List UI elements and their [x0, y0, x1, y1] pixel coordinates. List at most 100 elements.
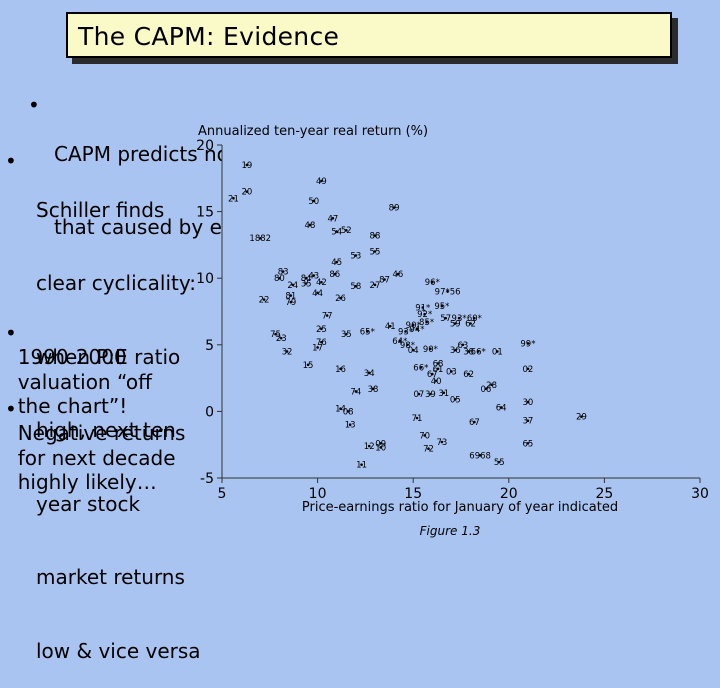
bullet-line: 1990-2000 [17, 345, 127, 369]
data-point [320, 327, 323, 331]
data-point [354, 284, 358, 288]
point-label: 31 [438, 389, 449, 399]
chart-title: Annualized ten-year real return (%) [198, 124, 428, 139]
point-label: 45 [331, 258, 342, 268]
point-label: 74 [350, 387, 361, 397]
data-point [429, 347, 432, 351]
point-label: 72 [423, 445, 434, 455]
data-point [232, 196, 235, 200]
data-point [333, 272, 337, 276]
point-label: 76 [316, 338, 327, 348]
point-label: 27 [370, 281, 381, 291]
plot-area [222, 145, 700, 478]
point-label: 50 [308, 197, 319, 207]
data-point [274, 332, 277, 336]
point-label: 38 [463, 347, 474, 357]
point-label: 55 [370, 248, 381, 258]
point-label: 66* [413, 363, 428, 373]
point-label: 85* [419, 318, 434, 328]
point-label: 12 [364, 442, 375, 452]
data-point [490, 383, 493, 387]
point-label: 92* [417, 310, 432, 320]
point-label: 24 [287, 281, 298, 291]
y-tick-label: 5 [205, 338, 214, 354]
point-label: 25 [316, 325, 327, 335]
point-label: 10 [375, 443, 386, 453]
data-point [325, 314, 329, 317]
data-point [473, 316, 476, 320]
data-point [245, 163, 249, 167]
point-label: 63 [457, 341, 468, 351]
data-point [497, 460, 501, 464]
point-label: 13 [345, 421, 356, 431]
data-point [339, 407, 342, 411]
bullet-line: valuation “off [17, 369, 152, 394]
point-label: 58 [350, 282, 361, 292]
bullet-line: low & vice versa [36, 638, 201, 663]
data-point [320, 179, 323, 183]
point-label: 19 [241, 161, 252, 171]
data-point [450, 370, 453, 373]
data-point [281, 270, 285, 273]
data-point [429, 392, 432, 396]
data-point [366, 330, 369, 333]
point-label: 37 [523, 417, 534, 427]
point-label: 64* [392, 337, 407, 347]
data-point [344, 228, 348, 232]
point-label: 89 [389, 204, 400, 214]
bullet-line: the chart”! [17, 394, 128, 418]
data-point [285, 350, 289, 353]
point-label: 38 [368, 385, 379, 395]
point-label: 64 [496, 403, 507, 413]
data-point [331, 216, 335, 220]
point-label: 47 [327, 214, 338, 224]
y-tick-label: -5 [200, 471, 214, 487]
data-point [379, 446, 382, 449]
data-point [406, 343, 409, 347]
data-point [423, 312, 426, 316]
data-point [431, 280, 434, 284]
point-label: 39 [425, 390, 436, 400]
x-tick-label: 25 [595, 486, 613, 502]
data-point [379, 442, 382, 445]
point-label: 95* [434, 302, 449, 312]
point-label: 28 [486, 381, 497, 391]
point-label: 54 [331, 228, 342, 238]
data-point [417, 392, 421, 396]
bullet-dot: • [28, 92, 40, 117]
data-point [473, 420, 476, 424]
x-tick-label: 5 [218, 486, 227, 502]
data-point [436, 367, 440, 371]
data-point [446, 290, 449, 293]
data-point [354, 254, 358, 257]
x-tick-label: 15 [404, 486, 422, 502]
point-label: 09 [375, 439, 386, 449]
point-label: 11 [356, 461, 367, 471]
data-point [436, 362, 440, 365]
point-label: 34 [364, 369, 375, 379]
data-point [423, 434, 426, 437]
point-label: 07 [414, 390, 425, 400]
point-label: 93* [452, 314, 467, 324]
data-point [373, 283, 377, 287]
bullet-line: market returns [36, 565, 185, 589]
bullet-line: year stock [36, 491, 141, 516]
data-point [312, 274, 316, 277]
point-label: 15 [303, 361, 314, 371]
point-label: 17 [312, 343, 323, 353]
point-label: 59 [450, 319, 461, 329]
point-label: 81 [285, 292, 296, 302]
data-point [346, 410, 350, 413]
point-label: 87 [379, 276, 390, 286]
data-point [457, 316, 461, 320]
x-tick-label: 10 [309, 486, 327, 502]
point-label: 67 [469, 418, 480, 428]
point-label: 23 [276, 334, 287, 344]
slide-title: The CAPM: Evidence [78, 22, 340, 51]
y-tick-label: 15 [196, 205, 214, 221]
data-point [373, 234, 377, 237]
data-point [467, 350, 470, 353]
point-label: 86 [329, 270, 340, 280]
point-label: 93* [398, 327, 413, 337]
bullet-line: when P:E ratio [36, 344, 181, 369]
